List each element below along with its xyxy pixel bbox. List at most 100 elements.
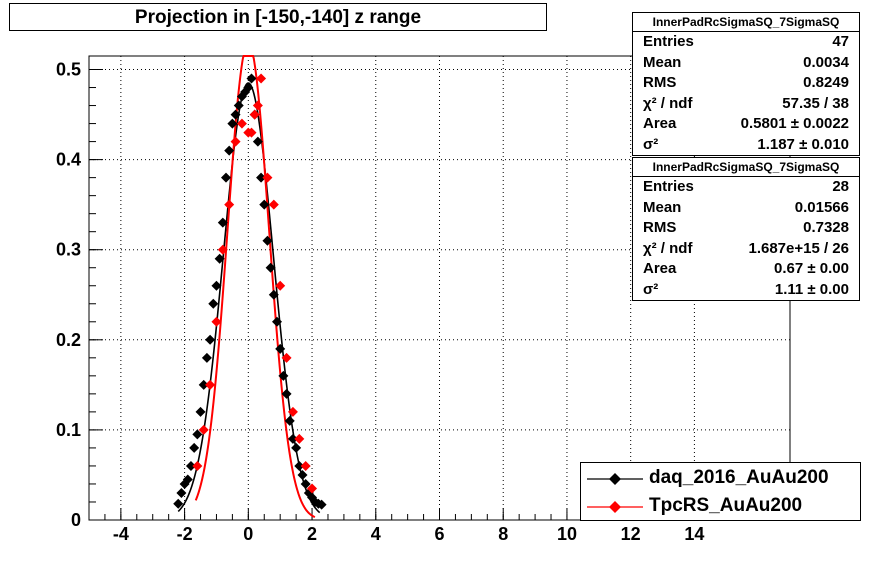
stats-value: 0.0034	[803, 53, 849, 71]
y-tick-label: 0	[71, 510, 81, 530]
data-point-daq	[287, 433, 298, 444]
data-point-tpcrs	[256, 73, 267, 84]
stats-label: RMS	[643, 219, 677, 236]
stats-label: Area	[643, 115, 677, 132]
data-point-daq	[262, 235, 273, 246]
stats-value: 28	[832, 178, 849, 195]
stats-value: 0.8249	[803, 74, 849, 91]
data-point-daq	[291, 442, 302, 453]
stats-label: RMS	[643, 74, 677, 91]
x-tick-label: -2	[177, 524, 193, 544]
data-point-tpcrs	[300, 460, 311, 471]
data-point-daq	[300, 478, 311, 489]
stats-label: σ²	[643, 135, 659, 153]
data-point-tpcrs	[249, 109, 260, 120]
fit-curve-tpcrs	[194, 55, 316, 519]
stats-label: σ²	[643, 280, 659, 298]
stats-row-rms: RMS 0.7328	[633, 218, 859, 239]
stats-value: 0.67 ± 0.00	[774, 260, 849, 277]
data-point-tpcrs	[275, 280, 286, 291]
data-point-daq	[246, 73, 257, 84]
stats-box-daq: InnerPadRcSigmaSQ_7SigmaSQ Entries 47 Mea…	[632, 12, 860, 156]
stats-label: Entries	[643, 178, 694, 195]
stats-box-title: InnerPadRcSigmaSQ_7SigmaSQ	[633, 13, 859, 32]
data-point-daq	[227, 118, 238, 129]
stats-row-sigma2: σ² 1.187 ± 0.010	[633, 135, 859, 156]
x-tick-label: 12	[621, 524, 641, 544]
stats-box-tpcrs: InnerPadRcSigmaSQ_7SigmaSQ Entries 28 Mea…	[632, 157, 860, 301]
legend-label-tpcrs: TpcRS_AuAu200	[649, 495, 803, 516]
data-point-daq	[214, 253, 225, 264]
data-point-daq	[268, 289, 279, 300]
data-point-daq	[278, 370, 289, 381]
stats-row-area: Area 0.5801 ± 0.0022	[633, 114, 859, 135]
stats-value: 1.187 ± 0.010	[757, 135, 849, 153]
x-tick-label: 6	[434, 524, 444, 544]
legend-label-daq: daq_2016_AuAu200	[649, 467, 829, 488]
data-point-tpcrs	[211, 316, 222, 327]
data-point-daq	[243, 82, 254, 93]
stats-label: χ² / ndf	[643, 94, 693, 112]
data-point-daq	[259, 199, 270, 210]
stats-row-sigma2: σ² 1.11 ± 0.00	[633, 280, 859, 301]
legend-marker-daq	[587, 473, 643, 485]
data-point-daq	[297, 469, 308, 480]
data-point-tpcrs	[281, 352, 292, 363]
stats-row-entries: Entries 28	[633, 177, 859, 198]
data-point-tpcrs	[236, 118, 247, 129]
data-point-daq	[265, 262, 276, 273]
legend-item-daq: daq_2016_AuAu200	[581, 465, 860, 493]
data-point-tpcrs	[246, 127, 257, 138]
x-tick-label: 2	[307, 524, 317, 544]
data-point-daq	[176, 487, 187, 498]
data-point-daq	[195, 406, 206, 417]
data-point-daq	[233, 100, 244, 111]
data-point-daq	[205, 334, 216, 345]
stats-row-entries: Entries 47	[633, 32, 859, 53]
data-point-daq	[275, 343, 286, 354]
x-tick-label: 10	[557, 524, 577, 544]
data-point-daq	[192, 429, 203, 440]
legend-item-tpcrs: TpcRS_AuAu200	[581, 493, 860, 521]
data-point-daq	[284, 415, 295, 426]
data-point-daq	[189, 442, 200, 453]
stats-row-chi2: χ² / ndf 57.35 / 38	[633, 94, 859, 115]
y-tick-label: 0.3	[56, 240, 81, 260]
x-tick-label: 4	[371, 524, 381, 544]
data-point-daq	[252, 136, 263, 147]
data-point-daq	[271, 316, 282, 327]
data-point-tpcrs	[230, 136, 241, 147]
y-tick-label: 0.1	[56, 420, 81, 440]
data-point-daq	[221, 172, 232, 183]
stats-value: 1.11 ± 0.00	[774, 280, 849, 298]
axes: -4 -2 0 2 4 6 8 10 12 14 0 0.1 0.2 0.3 0.4 0.5	[56, 60, 791, 544]
data-point-tpcrs	[294, 433, 305, 444]
stats-value: 47	[832, 33, 849, 50]
stats-label: Area	[643, 260, 677, 277]
data-point-daq	[294, 460, 305, 471]
data-point-tpcrs	[252, 100, 263, 111]
stats-label: Mean	[643, 198, 682, 216]
data-point-tpcrs	[224, 199, 235, 210]
stats-label: Entries	[643, 33, 694, 50]
stats-row-mean: Mean 0.01566	[633, 198, 859, 219]
data-point-daq	[281, 388, 292, 399]
legend: daq_2016_AuAu200 TpcRS_AuAu200	[580, 462, 861, 521]
data-point-tpcrs	[205, 379, 216, 390]
data-point-tpcrs	[287, 406, 298, 417]
data-point-tpcrs	[307, 483, 318, 494]
data-point-tpcrs	[192, 460, 203, 471]
stats-value: 0.5801 ± 0.0022	[740, 115, 849, 132]
stats-label: Mean	[643, 53, 682, 71]
data-point-daq	[182, 474, 193, 485]
data-point-daq	[208, 298, 219, 309]
data-point-tpcrs	[198, 424, 209, 435]
y-tick-label: 0.2	[56, 330, 81, 350]
data-point-daq	[224, 145, 235, 156]
data-points	[173, 73, 327, 510]
data-point-daq	[198, 379, 209, 390]
stats-value: 57.35 / 38	[782, 94, 849, 112]
stats-value: 0.7328	[803, 219, 849, 236]
stats-row-mean: Mean 0.0034	[633, 53, 859, 74]
data-point-daq	[201, 352, 212, 363]
